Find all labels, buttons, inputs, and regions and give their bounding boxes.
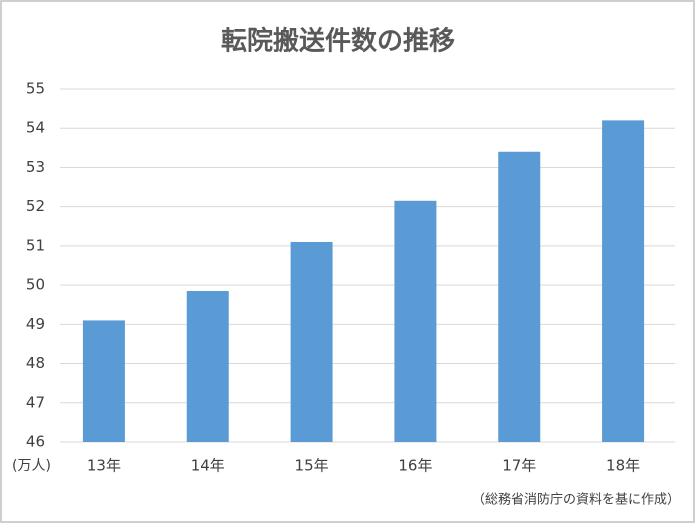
chart-title: 転院搬送件数の推移 <box>221 26 455 57</box>
y-tick-label: 49 <box>26 315 45 333</box>
x-tick-label: 13年 <box>87 457 121 475</box>
y-tick-label: 53 <box>26 158 45 176</box>
x-tick-label: 15年 <box>295 457 329 475</box>
y-tick-label: 54 <box>26 119 45 137</box>
y-tick-label: 55 <box>26 80 45 98</box>
x-tick-label: 18年 <box>606 457 640 475</box>
source-note: （総務省消防庁の資料を基に作成） <box>472 492 680 508</box>
y-tick-label: 50 <box>26 276 45 294</box>
y-tick-label: 51 <box>26 236 45 254</box>
x-tick-label: 16年 <box>398 457 432 475</box>
bar <box>602 120 645 442</box>
y-tick-label: 47 <box>26 393 45 411</box>
y-tick-label: 46 <box>26 433 45 451</box>
bar <box>394 200 437 442</box>
y-tick-label: 48 <box>26 354 45 372</box>
y-tick-label: 52 <box>26 197 45 215</box>
x-tick-label: 14年 <box>191 457 225 475</box>
y-unit-label: (万人) <box>12 458 51 474</box>
x-tick-label: 17年 <box>502 457 536 475</box>
bar <box>498 151 541 442</box>
bar <box>186 290 229 442</box>
bar <box>82 320 125 442</box>
bar <box>290 241 333 442</box>
